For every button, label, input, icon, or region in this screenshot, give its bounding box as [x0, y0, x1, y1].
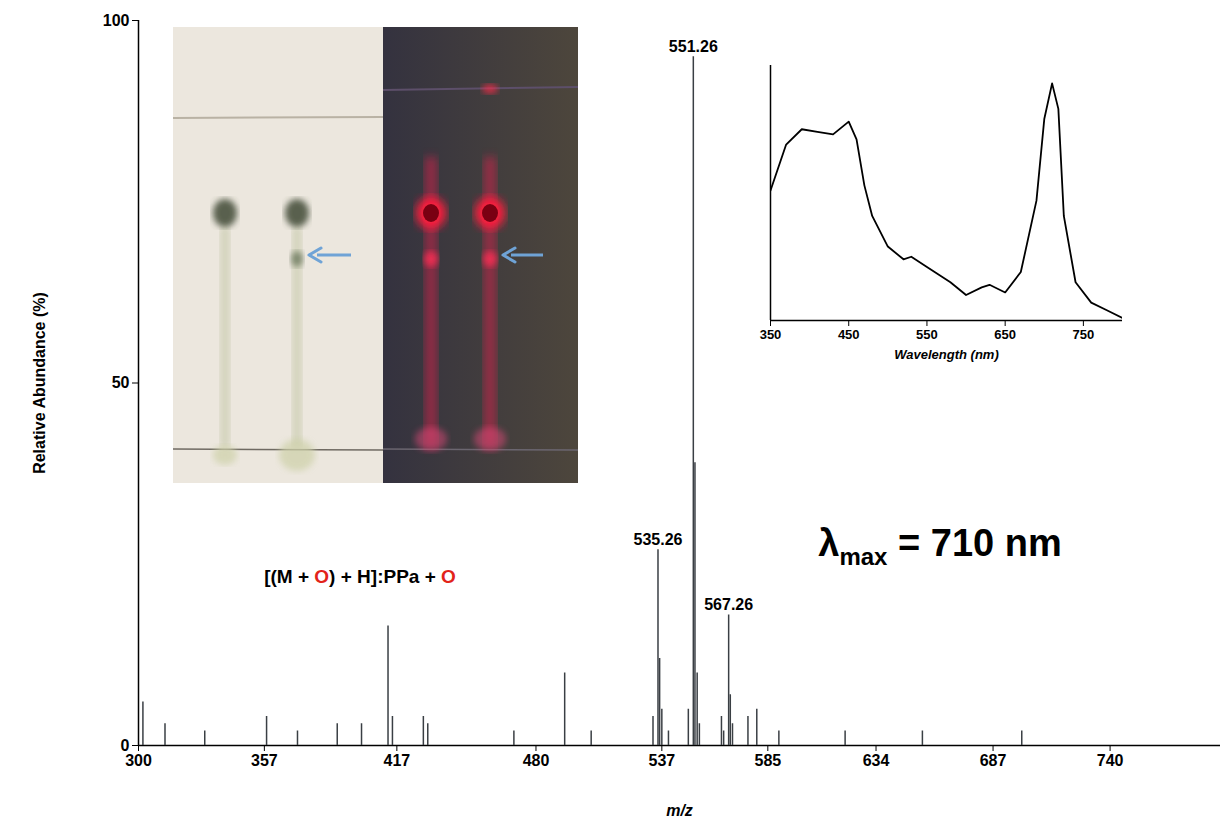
svg-text:567.26: 567.26 [704, 596, 753, 613]
svg-text:300: 300 [125, 752, 152, 769]
svg-text:550: 550 [916, 327, 938, 342]
svg-text:417: 417 [384, 752, 411, 769]
svg-text:535.26: 535.26 [634, 531, 683, 548]
svg-text:357: 357 [251, 752, 278, 769]
svg-text:350: 350 [760, 327, 782, 342]
svg-text:687: 687 [980, 752, 1007, 769]
svg-text:50: 50 [112, 374, 130, 391]
svg-text:585: 585 [754, 752, 781, 769]
svg-text:650: 650 [994, 327, 1016, 342]
svg-text:634: 634 [863, 752, 890, 769]
svg-text:450: 450 [838, 327, 860, 342]
html-text:[(M + O) + H]: P P a + O: [(M + O) + H]: P P a + O [264, 566, 456, 587]
svg-text:750: 750 [1073, 327, 1095, 342]
svg-text:551.26: 551.26 [669, 38, 718, 55]
svg-text:Relative Abundance (%): Relative Abundance (%) [31, 292, 48, 474]
html-text:λmax= 710 nm: λmax= 710 nm [818, 522, 1062, 570]
svg-text:0: 0 [120, 736, 130, 754]
svg-text:480: 480 [523, 752, 550, 769]
svg-text:537: 537 [648, 752, 675, 769]
svg-text:100: 100 [103, 12, 130, 29]
svg-text:740: 740 [1097, 752, 1124, 769]
svg-text:m/z: m/z [666, 802, 693, 819]
svg-text:Wavelength (nm): Wavelength (nm) [894, 347, 999, 362]
